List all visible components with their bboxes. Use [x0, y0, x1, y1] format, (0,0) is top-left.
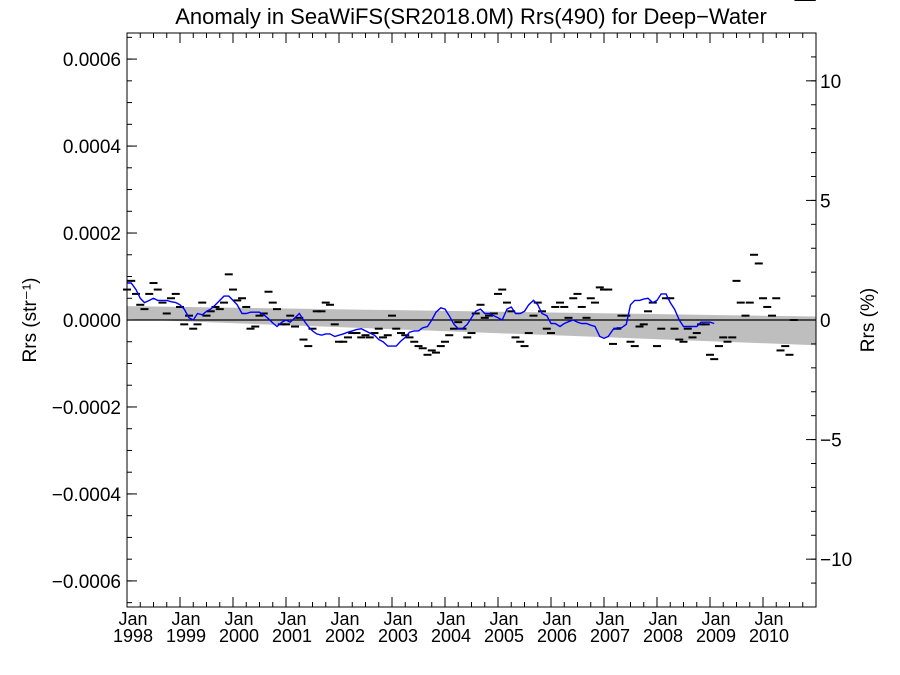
y-axis-left: 0.0006 0.0004 0.0002 0.0000 −0.0002 −0.0004 −0…: [52, 36, 137, 604]
x-tick-month-label: Jan: [701, 609, 730, 629]
x-tick-year-label: 2010: [749, 626, 789, 646]
x-tick-month-label: Jan: [171, 609, 200, 629]
y-left-tick-label: 0.0004: [63, 137, 122, 158]
x-tick-year-label: 2007: [590, 626, 630, 646]
x-tick-month-label: Jan: [330, 609, 359, 629]
x-tick-year-label: 2005: [484, 626, 524, 646]
trend-band: [127, 306, 816, 346]
y-right-tick-label: −5: [820, 431, 842, 452]
x-tick-year-label: 1999: [166, 626, 206, 646]
x-axis: Jan1998Jan1999Jan2000Jan2001Jan2002Jan20…: [113, 33, 817, 646]
x-tick-year-label: 2008: [643, 626, 683, 646]
y-left-tick-label: 0.0006: [63, 50, 121, 71]
x-tick-month-label: Jan: [436, 609, 465, 629]
y-right-tick-label: 0: [820, 311, 831, 332]
y-axis-right-title: Rrs (%): [858, 288, 879, 352]
y-left-tick-label: 0.0002: [63, 224, 121, 245]
chart-title: Anomaly in SeaWiFS(SR2018.0M) Rrs(490) f…: [175, 4, 767, 29]
y-left-tick-label: 0.0000: [63, 311, 121, 332]
y-left-tick-label: −0.0004: [52, 485, 122, 506]
smoothed-line: [127, 282, 715, 347]
y-left-tick-label: −0.0002: [52, 398, 121, 419]
smoothed-series-layer: [127, 282, 715, 347]
y-right-tick-label: 10: [820, 72, 841, 93]
x-tick-month-label: Jan: [224, 609, 253, 629]
x-tick-month-label: Jan: [648, 609, 677, 629]
y-right-tick-label: −10: [820, 550, 852, 571]
x-tick-month-label: Jan: [489, 609, 518, 629]
x-tick-year-label: 2002: [325, 626, 365, 646]
x-tick-month-label: Jan: [754, 609, 783, 629]
x-tick-year-label: 2001: [272, 626, 312, 646]
x-tick-year-label: 1998: [113, 626, 153, 646]
x-tick-month-label: Jan: [383, 609, 412, 629]
x-tick-year-label: 2003: [378, 626, 418, 646]
x-tick-month-label: Jan: [277, 609, 306, 629]
x-tick-month-label: Jan: [118, 609, 147, 629]
x-tick-year-label: 2004: [431, 626, 471, 646]
y-left-tick-label: −0.0006: [52, 572, 121, 593]
y-right-tick-label: 5: [820, 191, 831, 212]
x-tick-month-label: Jan: [595, 609, 624, 629]
y-axis-left-title: Rrs (str⁻¹): [20, 278, 41, 363]
x-tick-year-label: 2009: [696, 626, 736, 646]
trend-band-layer: [127, 306, 816, 346]
x-tick-year-label: 2006: [537, 626, 577, 646]
x-tick-month-label: Jan: [542, 609, 571, 629]
monthly-anomaly-markers: [123, 0, 816, 361]
x-tick-year-label: 2000: [219, 626, 259, 646]
y-axis-right: 10 5 0 −5 −10: [806, 32, 852, 608]
